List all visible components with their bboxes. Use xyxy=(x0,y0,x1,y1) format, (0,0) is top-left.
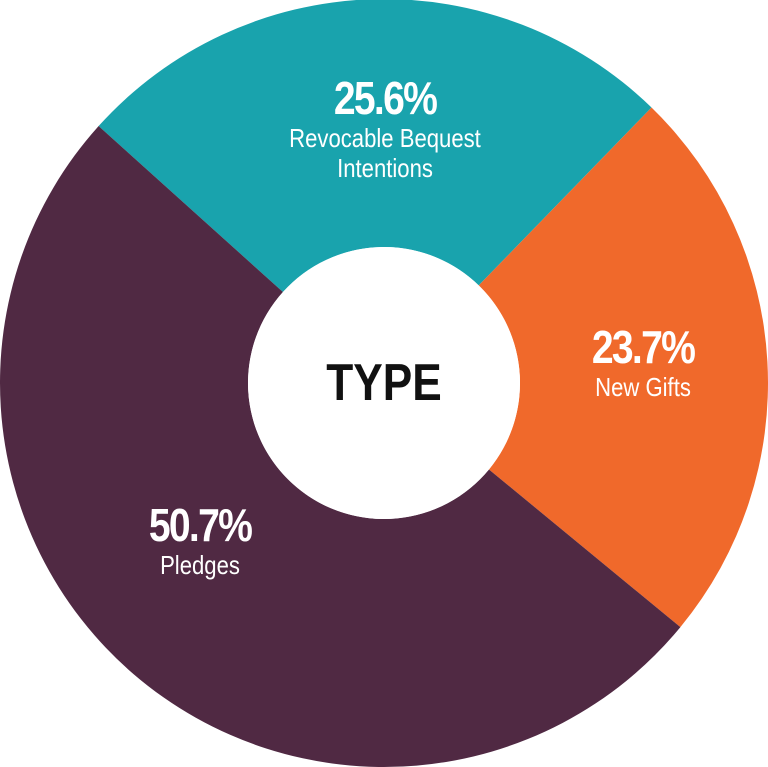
category-label: Revocable Bequest Intentions xyxy=(289,123,481,183)
category-label: Pledges xyxy=(160,550,240,580)
slice-label: 25.6% Revocable Bequest Intentions xyxy=(255,73,515,183)
slice xyxy=(478,107,768,628)
center-label: TYPE xyxy=(326,354,442,412)
donut-hole xyxy=(248,247,520,519)
value-label: 23.7% xyxy=(591,321,696,373)
slice-label: 23.7% New Gifts xyxy=(543,322,743,402)
category-label: New Gifts xyxy=(595,372,691,402)
slice xyxy=(0,126,681,767)
value-label: 50.7% xyxy=(148,499,253,551)
value-label: 25.6% xyxy=(333,72,438,124)
slice-label: 50.7% Pledges xyxy=(100,500,300,580)
slice xyxy=(98,0,652,292)
